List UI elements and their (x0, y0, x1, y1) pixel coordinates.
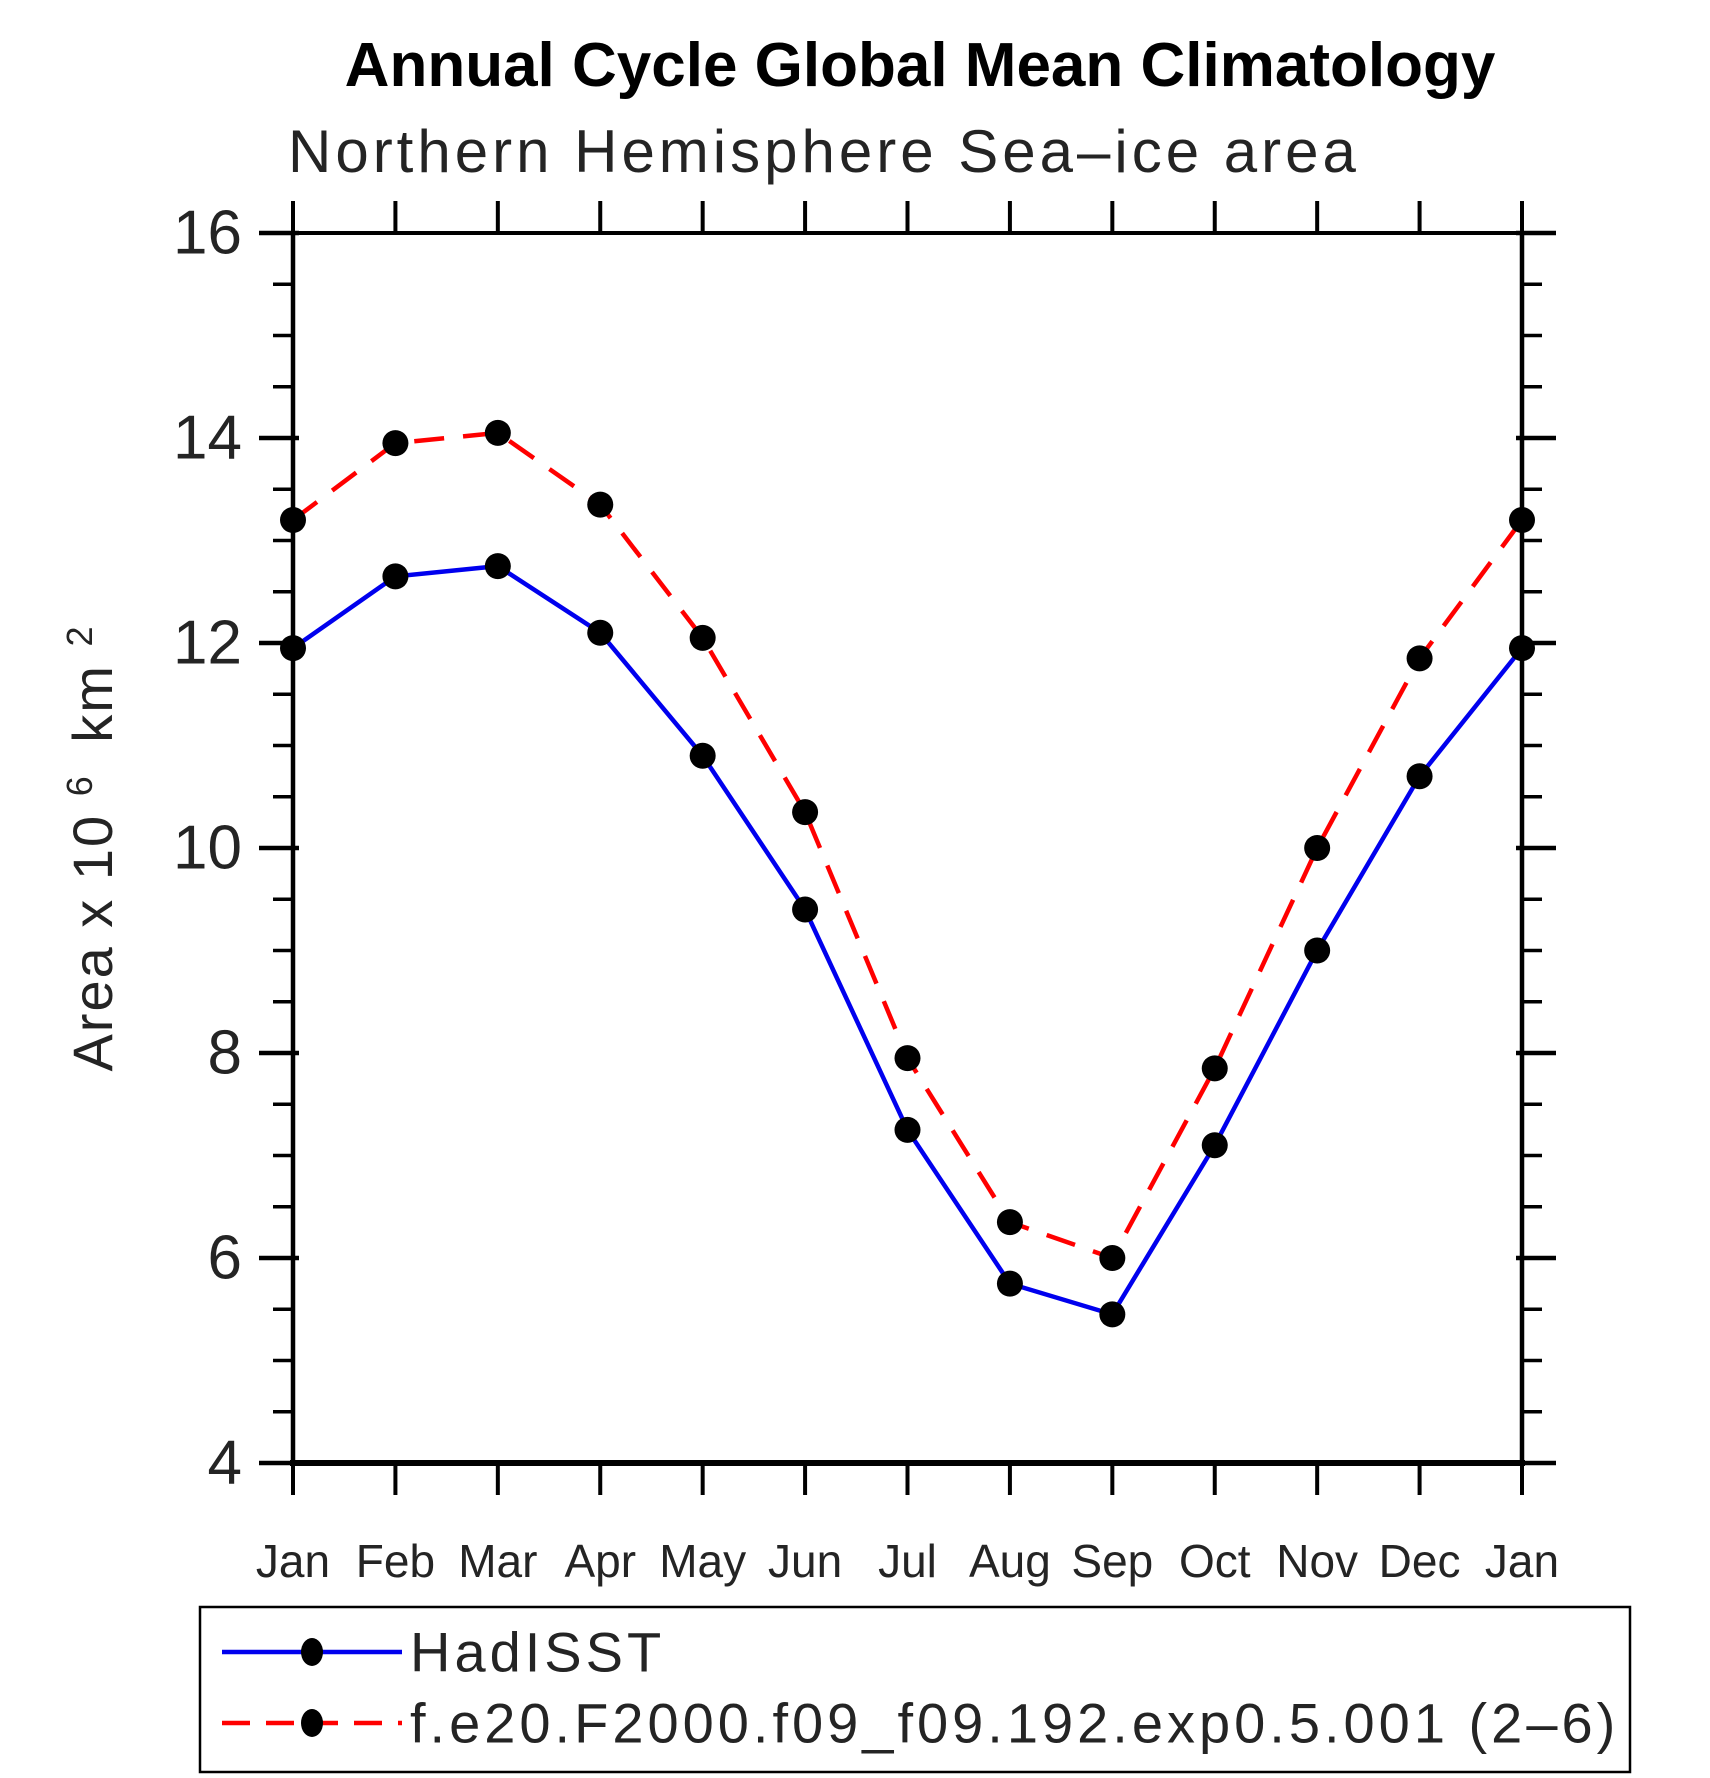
x-tick-label: May (659, 1535, 746, 1587)
y-axis-title-base: Area x 10 (61, 814, 124, 1072)
data-point (1201, 1055, 1228, 1082)
data-point (1304, 835, 1331, 861)
legend: HadISST f.e20.F2000.f09_f09.192.exp0.5.0… (198, 1605, 1632, 1774)
y-axis-title-exponent2: 2 (59, 624, 100, 646)
data-point (792, 799, 819, 826)
data-point (894, 1045, 921, 1072)
y-tick-label: 8 (208, 1019, 242, 1088)
data-point (1099, 1301, 1126, 1328)
data-point (894, 1116, 921, 1143)
y-tick-label: 14 (173, 404, 242, 473)
data-point (1406, 645, 1433, 672)
axis-ticks (259, 201, 1556, 1495)
x-tick-label: Jan (256, 1535, 330, 1587)
legend-label: f.e20.F2000.f09_f09.192.exp0.5.001 (2–6) (410, 1692, 1619, 1755)
data-point (689, 624, 716, 651)
legend-entry-model: f.e20.F2000.f09_f09.192.exp0.5.001 (2–6) (222, 1692, 1619, 1755)
x-tick-label: Aug (969, 1535, 1051, 1587)
legend-label: HadISST (410, 1621, 665, 1684)
x-tick-label: Nov (1276, 1535, 1358, 1587)
y-tick-label: 16 (173, 199, 242, 268)
data-series (280, 419, 1535, 1328)
chart-title: Annual Cycle Global Mean Climatology (345, 31, 1496, 100)
data-point (1406, 763, 1433, 790)
chart-subtitle: Northern Hemisphere Sea–ice area (288, 118, 1360, 185)
data-point (587, 491, 614, 518)
legend-marker-dot (301, 1638, 323, 1666)
legend-entry-hadisst: HadISST (222, 1621, 665, 1684)
data-point (484, 553, 511, 580)
data-point (1099, 1245, 1126, 1271)
data-point (689, 742, 716, 769)
legend-box (198, 1605, 1632, 1774)
x-tick-label: Dec (1379, 1535, 1461, 1587)
x-tick-label: Oct (1179, 1535, 1251, 1587)
data-point (792, 896, 819, 923)
series-line-0 (291, 563, 1524, 1318)
data-point (587, 619, 614, 646)
y-axis-title: Area x 10 6 km 2 (41, 624, 124, 1071)
x-tick-label: Jun (768, 1535, 842, 1587)
y-axis-title-unit: km (61, 664, 124, 743)
x-tick-label: Feb (356, 1535, 435, 1587)
data-point (1304, 937, 1331, 964)
x-tick-label: Apr (564, 1535, 636, 1587)
y-tick-labels: 16 14 12 10 8 6 4 (173, 199, 242, 1498)
x-tick-label: Jul (878, 1535, 937, 1587)
data-point (382, 563, 409, 590)
y-tick-label: 12 (173, 609, 242, 678)
x-tick-label: Jan (1485, 1535, 1559, 1587)
data-point (382, 430, 409, 457)
x-tick-label: Mar (458, 1535, 537, 1587)
y-tick-label: 6 (208, 1224, 242, 1293)
data-point (484, 419, 511, 446)
x-tick-label: Sep (1071, 1535, 1153, 1587)
data-point (996, 1209, 1023, 1236)
legend-marker-dot (301, 1709, 323, 1737)
data-point (1201, 1132, 1228, 1159)
y-tick-label: 4 (208, 1429, 242, 1498)
y-axis-title-exponent: 6 (59, 774, 100, 796)
y-tick-label: 10 (173, 814, 242, 883)
data-point (996, 1270, 1023, 1297)
x-tick-labels: Jan Feb Mar Apr May Jun Jul Aug Sep Oct Nov Dec Jan (256, 1535, 1559, 1587)
